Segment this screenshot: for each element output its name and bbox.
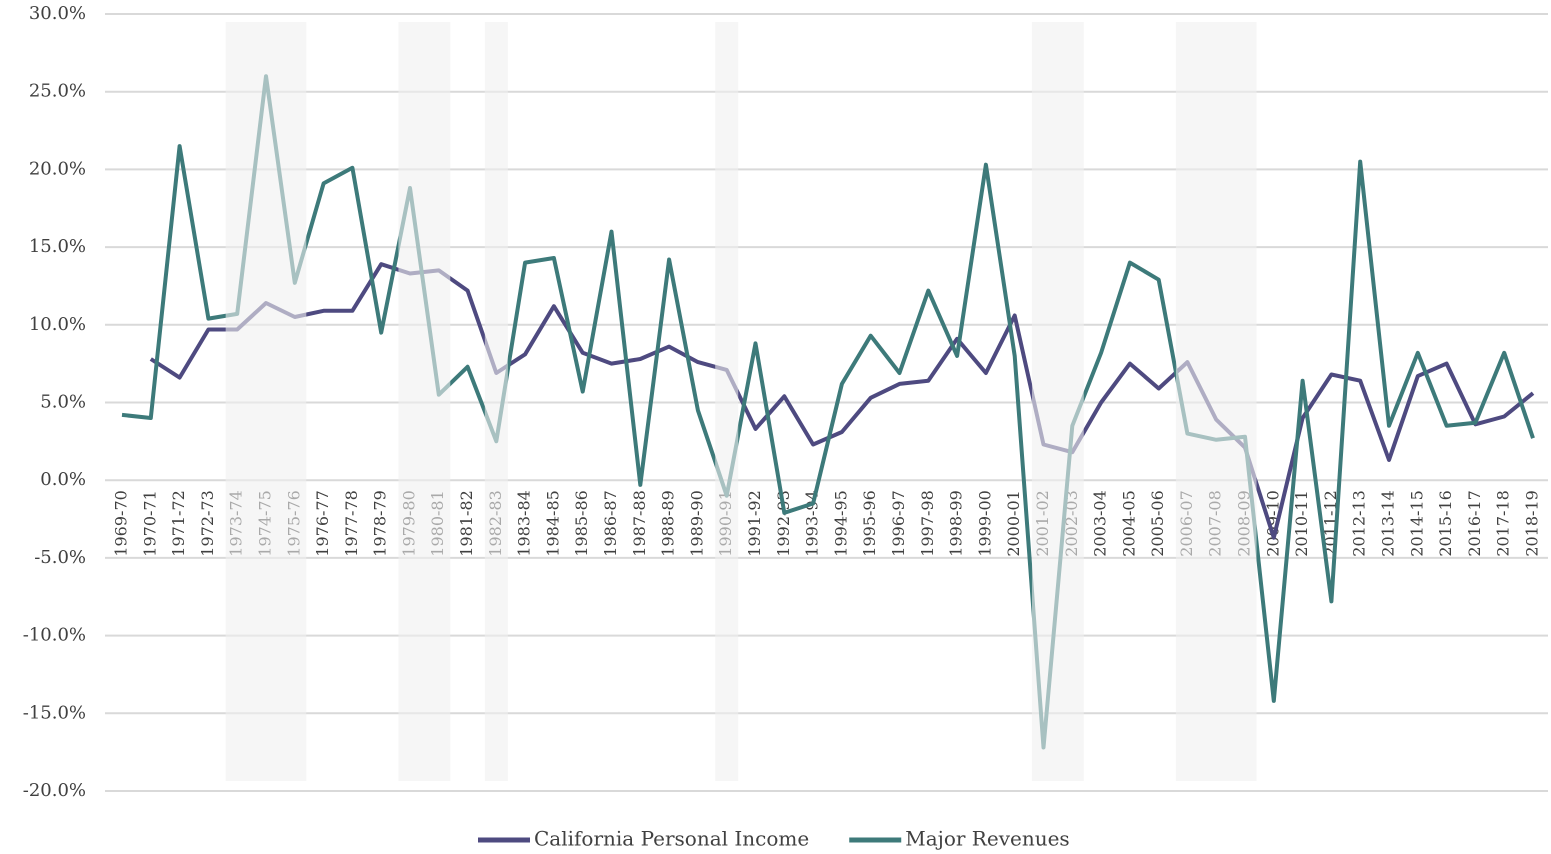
shaded-period	[225, 22, 307, 781]
x-tick-label: 2015-16	[1436, 490, 1455, 556]
y-tick-label: -15.0%	[23, 702, 86, 723]
x-tick-label: 1989-90	[687, 490, 706, 556]
series-line	[121, 74, 1535, 750]
x-tick-label: 1986-87	[601, 490, 620, 556]
x-tick-label: 1969-70	[112, 490, 131, 556]
x-tick-label: 1991-92	[745, 490, 764, 556]
x-tick-label: 2017-18	[1494, 490, 1513, 556]
y-tick-label: 0.0%	[40, 469, 86, 490]
x-tick-label: 2005-06	[1148, 490, 1167, 556]
x-tick-label: 1971-72	[169, 490, 188, 556]
shaded-period	[715, 22, 739, 781]
x-tick-label: 1999-00	[975, 490, 994, 556]
y-tick-label: -10.0%	[23, 625, 86, 646]
x-tick-label: 2000-01	[1004, 490, 1023, 556]
y-tick-label: 25.0%	[29, 81, 86, 102]
x-tick-label: 2016-17	[1465, 490, 1484, 556]
x-tick-label: 2004-05	[1119, 490, 1138, 556]
x-tick-label: 2010-11	[1292, 490, 1311, 556]
x-tick-label: 2014-15	[1407, 490, 1426, 556]
shaded-period	[1031, 22, 1084, 781]
y-tick-label: -5.0%	[34, 547, 86, 568]
x-tick-label: 2012-13	[1350, 490, 1369, 556]
x-tick-label: 1985-86	[572, 490, 591, 556]
shaded-period	[484, 22, 508, 781]
x-tick-label: 1996-97	[889, 490, 908, 556]
x-tick-label: 2009-10	[1263, 490, 1282, 556]
y-tick-label: 10.0%	[29, 314, 86, 335]
x-tick-label: 1977-78	[342, 490, 361, 556]
shaded-period	[398, 22, 451, 781]
x-tick-label: 2018-19	[1523, 490, 1542, 556]
x-tick-label: 1981-82	[457, 490, 476, 556]
x-tick-label: 1984-85	[543, 490, 562, 556]
legend-label: Major Revenues	[905, 827, 1069, 851]
series-line	[149, 262, 1535, 540]
x-tick-label: 1988-89	[659, 490, 678, 556]
x-tick-label: 1994-95	[831, 490, 850, 556]
x-tick-label: 1972-73	[198, 490, 217, 556]
x-tick-label: 1978-79	[371, 490, 390, 556]
x-tick-label: 1998-99	[947, 490, 966, 556]
y-tick-label: 5.0%	[40, 392, 86, 413]
y-tick-label: -20.0%	[23, 780, 86, 801]
x-tick-label: 1970-71	[140, 490, 159, 556]
y-tick-label: 20.0%	[29, 158, 86, 179]
legend-label: California Personal Income	[534, 827, 809, 851]
x-tick-label: 1995-96	[860, 490, 879, 556]
y-tick-label: 15.0%	[29, 236, 86, 257]
x-tick-label: 1997-98	[918, 490, 937, 556]
x-tick-label: 1992-93	[774, 490, 793, 556]
x-tick-label: 1976-77	[313, 490, 332, 556]
x-tick-label: 2013-14	[1379, 490, 1398, 556]
shaded-period	[1175, 22, 1257, 781]
x-tick-label: 1987-88	[630, 490, 649, 556]
x-tick-label: 2003-04	[1091, 490, 1110, 556]
x-tick-label: 1983-84	[515, 490, 534, 556]
y-tick-label: 30.0%	[29, 3, 86, 24]
